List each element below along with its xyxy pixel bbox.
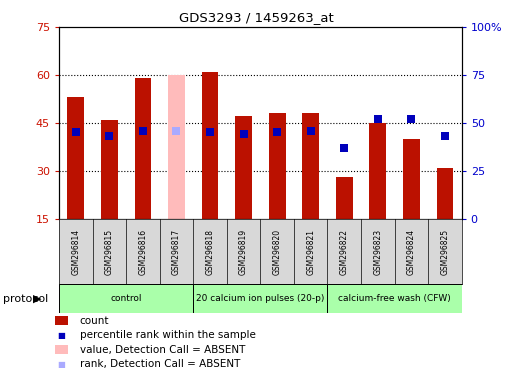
Bar bbox=[336, 177, 352, 219]
Bar bbox=[403, 139, 420, 219]
Bar bbox=[327, 284, 462, 313]
Text: GSM296818: GSM296818 bbox=[206, 228, 214, 275]
Bar bbox=[67, 97, 84, 219]
Text: ■: ■ bbox=[57, 331, 66, 340]
Text: GSM296822: GSM296822 bbox=[340, 228, 349, 275]
Text: control: control bbox=[110, 294, 142, 303]
Text: GSM296814: GSM296814 bbox=[71, 228, 80, 275]
Bar bbox=[437, 168, 453, 219]
Text: percentile rank within the sample: percentile rank within the sample bbox=[80, 330, 255, 340]
Point bbox=[373, 116, 382, 122]
Text: calcium-free wash (CFW): calcium-free wash (CFW) bbox=[338, 294, 451, 303]
Bar bbox=[235, 116, 252, 219]
Bar bbox=[193, 284, 327, 313]
Bar bbox=[59, 284, 193, 313]
Point bbox=[240, 131, 248, 137]
Point bbox=[206, 129, 214, 136]
Bar bbox=[134, 78, 151, 219]
Text: ▶: ▶ bbox=[33, 293, 42, 304]
Text: value, Detection Call = ABSENT: value, Detection Call = ABSENT bbox=[80, 345, 245, 355]
Text: protocol: protocol bbox=[3, 293, 48, 304]
Bar bbox=[168, 75, 185, 219]
Text: GSM296823: GSM296823 bbox=[373, 228, 382, 275]
Text: rank, Detection Call = ABSENT: rank, Detection Call = ABSENT bbox=[80, 359, 240, 369]
Point bbox=[441, 133, 449, 139]
Text: GSM296825: GSM296825 bbox=[441, 228, 449, 275]
Point bbox=[105, 133, 113, 139]
Bar bbox=[269, 113, 286, 219]
Text: GDS3293 / 1459263_at: GDS3293 / 1459263_at bbox=[179, 12, 334, 25]
Bar bbox=[202, 72, 219, 219]
Bar bbox=[101, 120, 117, 219]
Point bbox=[72, 129, 80, 136]
Bar bbox=[302, 113, 319, 219]
Text: 20 calcium ion pulses (20-p): 20 calcium ion pulses (20-p) bbox=[196, 294, 325, 303]
Point bbox=[407, 116, 416, 122]
Text: GSM296816: GSM296816 bbox=[139, 228, 147, 275]
Text: ■: ■ bbox=[57, 360, 66, 369]
Text: GSM296821: GSM296821 bbox=[306, 228, 315, 275]
Text: count: count bbox=[80, 316, 109, 326]
Point bbox=[139, 127, 147, 134]
Point bbox=[172, 127, 181, 134]
Text: GSM296819: GSM296819 bbox=[239, 228, 248, 275]
Point bbox=[307, 127, 315, 134]
Text: GSM296817: GSM296817 bbox=[172, 228, 181, 275]
Text: GSM296820: GSM296820 bbox=[272, 228, 282, 275]
Text: GSM296824: GSM296824 bbox=[407, 228, 416, 275]
Text: GSM296815: GSM296815 bbox=[105, 228, 114, 275]
Point bbox=[273, 129, 281, 136]
Bar bbox=[369, 123, 386, 219]
Point bbox=[340, 145, 348, 151]
